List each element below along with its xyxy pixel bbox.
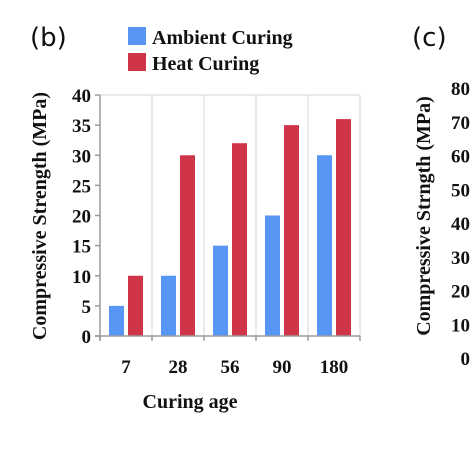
y-tick-label: 70 [451, 113, 470, 134]
chart-c-y-ticks: 0 10 20 30 40 50 60 70 80 [451, 79, 470, 370]
chart-c-y-axis-title: Compressive Strngth (MPa) [413, 96, 435, 336]
legend-swatch-ambient [128, 27, 146, 45]
legend-label-heat: Heat Curing [152, 53, 259, 75]
y-tick-label: 20 [451, 282, 470, 303]
bar-ambient-56 [213, 245, 228, 336]
bar-ambient-180 [317, 155, 332, 336]
y-tick-label: 15 [72, 237, 91, 258]
bar-heat-28 [180, 155, 195, 336]
chart-b-plot [95, 94, 361, 341]
y-tick-label: 40 [451, 214, 470, 235]
y-tick-label: 20 [72, 207, 91, 228]
y-tick-label: 25 [72, 176, 91, 197]
bar-ambient-90 [265, 215, 280, 336]
chart-b-y-axis-title: Compressive Strength (MPa) [29, 92, 51, 340]
x-tick-label: 56 [221, 357, 240, 378]
y-tick-label: 5 [82, 297, 92, 318]
bar-ambient-28 [161, 275, 176, 336]
y-tick-label: 30 [72, 146, 91, 167]
chart-b-x-ticks: 7 28 56 90 180 [99, 336, 361, 378]
chart-b-x-axis-title: Curing age [143, 391, 238, 413]
panel-label-b: (b) [30, 23, 67, 53]
x-tick-label: 90 [273, 357, 292, 378]
bar-heat-56 [232, 143, 247, 336]
x-tick-label: 180 [320, 357, 349, 378]
panel-label-c: (c) [412, 23, 447, 53]
y-tick-label: 30 [451, 248, 470, 269]
y-tick-label: 10 [72, 267, 91, 288]
y-tick-label: 10 [451, 315, 470, 336]
bar-heat-7 [128, 275, 143, 336]
y-tick-label: 35 [72, 116, 91, 137]
x-tick-label: 28 [169, 357, 188, 378]
bar-ambient-7 [109, 305, 124, 336]
y-tick-label: 50 [451, 180, 470, 201]
bar-heat-180 [336, 119, 351, 336]
bar-heat-90 [284, 125, 299, 336]
y-tick-label: 0 [461, 349, 471, 370]
y-tick-label: 40 [72, 86, 91, 107]
y-tick-label: 80 [451, 79, 470, 100]
legend-label-ambient: Ambient Curing [152, 27, 293, 49]
legend: Ambient Curing Heat Curing [128, 27, 293, 75]
x-tick-label: 7 [121, 357, 131, 378]
y-tick-label: 0 [82, 327, 92, 348]
legend-swatch-heat [128, 53, 146, 71]
y-tick-label: 60 [451, 147, 470, 168]
chart-b-y-ticks: 0 5 10 15 20 25 30 35 40 [72, 86, 100, 348]
